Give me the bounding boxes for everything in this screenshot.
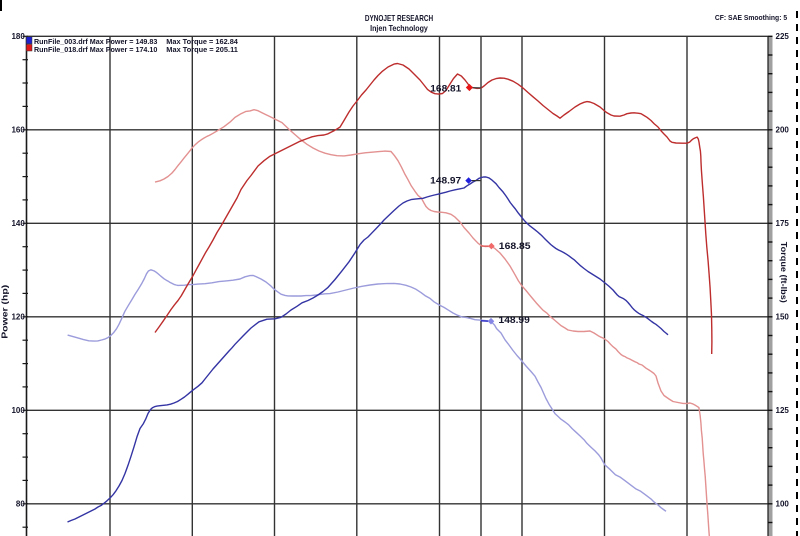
svg-text:160: 160: [11, 126, 25, 135]
svg-text:Injen Technology: Injen Technology: [370, 23, 428, 33]
svg-text:RunFile_003.drf Max Power = 14: RunFile_003.drf Max Power = 149.83: [34, 39, 158, 46]
svg-text:Torque (ft-lbs): Torque (ft-lbs): [779, 242, 788, 303]
svg-text:RunFile_018.drf Max Power = 17: RunFile_018.drf Max Power = 174.10: [34, 47, 158, 54]
svg-text:Max Torque = 162.84: Max Torque = 162.84: [166, 39, 238, 46]
svg-text:Power (hp): Power (hp): [0, 284, 9, 338]
svg-text:DYNOJET RESEARCH: DYNOJET RESEARCH: [365, 13, 433, 23]
svg-text:168.85: 168.85: [499, 241, 532, 252]
svg-text:225: 225: [776, 32, 790, 41]
svg-text:148.97: 148.97: [430, 176, 461, 187]
svg-text:Max Torque = 205.11: Max Torque = 205.11: [166, 47, 238, 54]
svg-text:100: 100: [11, 406, 25, 415]
svg-text:80: 80: [16, 500, 25, 509]
svg-text:125: 125: [776, 406, 790, 415]
svg-text:120: 120: [11, 313, 25, 322]
svg-text:140: 140: [11, 219, 25, 228]
svg-text:168.81: 168.81: [430, 84, 462, 95]
svg-text:100: 100: [776, 500, 790, 509]
svg-text:150: 150: [776, 313, 790, 322]
svg-text:200: 200: [776, 126, 790, 135]
svg-text:CF: SAE Smoothing: 5: CF: SAE Smoothing: 5: [715, 13, 787, 22]
svg-text:175: 175: [776, 219, 790, 228]
svg-text:180: 180: [11, 32, 25, 41]
svg-text:148.99: 148.99: [499, 315, 530, 326]
